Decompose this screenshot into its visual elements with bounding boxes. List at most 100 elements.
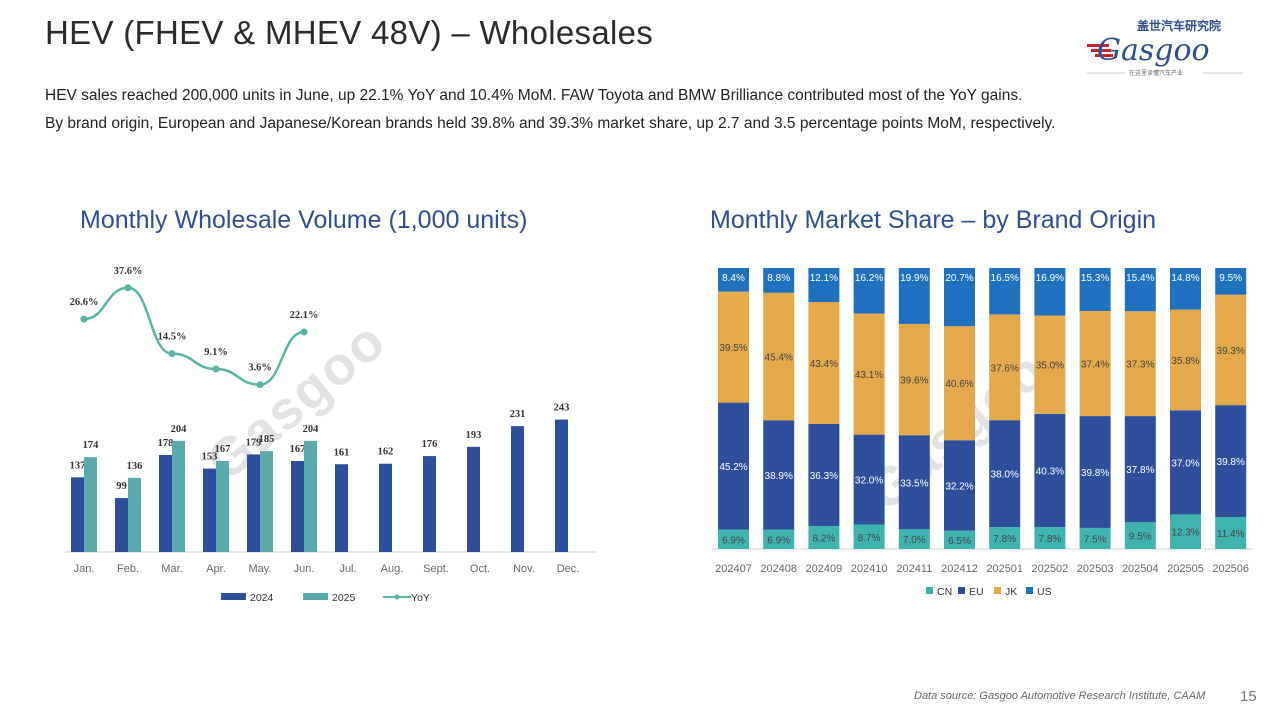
yoy-line <box>83 286 305 386</box>
share-x-tick-label: 202502 <box>1032 563 1069 575</box>
bar-label-2025: 185 <box>259 434 275 445</box>
segment-label-EU: 37.8% <box>1126 465 1154 476</box>
segment-EU-202504 <box>1124 416 1156 523</box>
x-tick-label: Mar. <box>161 563 182 575</box>
yoy-label: 14.5% <box>158 332 187 343</box>
segment-label-JK: 43.1% <box>855 370 883 381</box>
yoy-point <box>80 315 88 323</box>
x-tick-label: Oct. <box>470 563 490 575</box>
x-tick-label: Sept. <box>423 563 449 575</box>
x-tick-label: Dec. <box>557 563 580 575</box>
segment-CN-202501 <box>989 527 1021 549</box>
segment-EU-202506 <box>1215 405 1247 517</box>
segment-label-US: 19.9% <box>900 273 928 284</box>
segment-label-US: 16.9% <box>1036 273 1064 284</box>
segment-label-CN: 9.5% <box>1129 532 1152 543</box>
bar-2024-Jan. <box>71 477 84 552</box>
legend-label-JK: JK <box>1005 586 1017 598</box>
page-number: 15 <box>1240 688 1257 705</box>
bar-label-2024: 193 <box>466 430 482 441</box>
segment-CN-202409 <box>808 525 840 549</box>
segment-label-CN: 7.5% <box>1084 534 1107 545</box>
segment-label-JK: 39.5% <box>719 343 747 354</box>
share-x-tick-label: 202501 <box>986 563 1023 575</box>
bar-label-2024: 231 <box>510 409 526 420</box>
share-x-tick-label: 202407 <box>715 563 752 575</box>
segment-EU-202501 <box>989 420 1021 528</box>
segment-label-CN: 11.4% <box>1217 529 1245 540</box>
bar-2024-Jul. <box>335 464 348 552</box>
bar-2025-Mar. <box>172 440 185 552</box>
legend-swatch-2024 <box>221 593 246 600</box>
segment-label-US: 16.2% <box>855 273 883 284</box>
segment-label-US: 14.8% <box>1171 273 1199 284</box>
segment-EU-202408 <box>763 420 795 530</box>
segment-label-JK: 35.8% <box>1171 356 1199 367</box>
segment-label-EU: 32.0% <box>855 476 883 487</box>
yoy-label: 9.1% <box>204 347 228 358</box>
segment-JK-202502 <box>1034 315 1066 414</box>
segment-EU-202502 <box>1034 413 1066 528</box>
segment-JK-202410 <box>853 313 885 435</box>
segment-CN-202407 <box>718 529 749 549</box>
yoy-point <box>124 284 132 292</box>
share-x-tick-label: 202504 <box>1122 563 1159 575</box>
logo-tagline: 在这里读懂汽车产业 <box>1129 69 1183 77</box>
bar-label-2025: 167 <box>215 444 231 455</box>
gasgoo-logo: 盖世汽车研究院 Gasgoo 在这里读懂汽车产业 <box>1087 18 1243 77</box>
legend-swatch-US <box>1026 587 1033 594</box>
bar-2024-Mar. <box>159 454 172 552</box>
segment-label-US: 12.1% <box>810 273 838 284</box>
segment-label-CN: 6.9% <box>767 535 790 546</box>
segment-CN-202412 <box>944 530 975 549</box>
yoy-point <box>256 381 264 389</box>
segment-JK-202408 <box>763 292 795 421</box>
bar-2024-Sept. <box>423 456 436 552</box>
bar-label-2024: 153 <box>202 452 218 463</box>
segment-CN-202503 <box>1079 527 1111 549</box>
bar-label-2024: 167 <box>290 444 306 455</box>
x-tick-label: Nov. <box>513 563 535 575</box>
segment-CN-202506 <box>1215 516 1247 549</box>
share-x-tick-label: 202411 <box>896 563 932 575</box>
segment-US-202409 <box>808 268 840 303</box>
segment-label-EU: 39.8% <box>1217 457 1245 468</box>
segment-label-EU: 37.0% <box>1171 458 1199 469</box>
segment-US-202504 <box>1124 268 1156 312</box>
segment-label-US: 8.8% <box>767 273 790 284</box>
volume-chart-title: Monthly Wholesale Volume (1,000 units) <box>80 206 528 234</box>
share-x-tick-label: 202503 <box>1077 563 1114 575</box>
legend-label-2025: 2025 <box>332 592 356 604</box>
segment-label-US: 9.5% <box>1219 273 1242 284</box>
legend-swatch-EU <box>958 587 965 594</box>
segment-JK-202506 <box>1215 294 1247 406</box>
segment-label-EU: 39.8% <box>1081 468 1109 479</box>
legend-label-2024: 2024 <box>250 592 274 604</box>
segment-label-JK: 45.4% <box>765 353 793 364</box>
segment-US-202502 <box>1034 268 1066 316</box>
segment-US-202503 <box>1079 268 1111 311</box>
share-x-tick-label: 202506 <box>1212 563 1249 575</box>
x-tick-label: Jul. <box>339 563 356 575</box>
segment-label-JK: 39.3% <box>1217 346 1245 357</box>
logo-stripes <box>1087 44 1113 57</box>
legend-swatch-2025 <box>303 593 328 600</box>
page-title: HEV (FHEV & MHEV 48V) – Wholesales <box>45 14 654 51</box>
segment-label-JK: 35.0% <box>1036 361 1064 372</box>
share-x-tick-label: 202410 <box>851 563 888 575</box>
segment-label-JK: 43.4% <box>810 359 838 370</box>
segment-CN-202502 <box>1034 527 1066 549</box>
logo-cn-text: 盖世汽车研究院 <box>1137 18 1221 33</box>
bar-label-2025: 174 <box>83 440 100 451</box>
segment-label-EU: 40.3% <box>1036 466 1064 477</box>
segment-label-CN: 6.5% <box>948 536 971 547</box>
segment-EU-202411 <box>898 435 930 530</box>
legend-swatch-JK <box>994 587 1001 594</box>
bar-label-2024: 243 <box>554 403 570 414</box>
segment-label-EU: 33.5% <box>900 478 928 489</box>
yoy-point <box>212 365 220 373</box>
segment-label-JK: 37.6% <box>991 363 1019 374</box>
x-tick-label: May. <box>248 563 271 575</box>
segment-label-CN: 6.9% <box>722 535 745 546</box>
segment-label-JK: 39.6% <box>900 376 928 387</box>
